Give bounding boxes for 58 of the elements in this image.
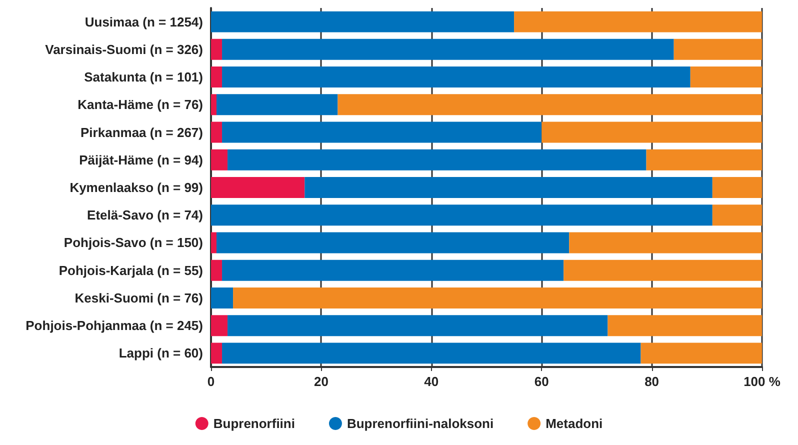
legend-label: Metadoni: [546, 416, 603, 431]
bar: [222, 342, 641, 364]
bar: [228, 149, 646, 170]
bar: [569, 232, 762, 254]
x-tick-label: 0: [207, 374, 215, 389]
bar: [216, 232, 570, 254]
bar: [211, 287, 234, 308]
bar: [211, 177, 305, 198]
bar: [211, 94, 217, 116]
y-tick-label: Uusimaa (n = 1254): [84, 14, 203, 30]
bar: [222, 66, 690, 88]
y-tick-label: Kymenlaakso (n = 99): [70, 180, 203, 195]
bar: [608, 315, 762, 336]
bar: [211, 38, 222, 60]
bar: [211, 66, 222, 88]
bar: [211, 315, 228, 336]
bar: [211, 204, 712, 226]
legend-label: Buprenorfiini-naloksoni: [346, 416, 494, 431]
bar: [211, 122, 222, 143]
bar: [542, 122, 762, 143]
x-tick-label: 100 %: [744, 374, 781, 389]
bar: [514, 11, 762, 32]
bar: [222, 122, 542, 143]
bar: [228, 315, 608, 336]
y-tick-label: Päijät-Häme (n = 94): [79, 152, 203, 168]
bar: [211, 149, 228, 170]
bar: [211, 342, 222, 364]
x-tick-label: 60: [534, 374, 549, 389]
y-tick-label: Lappi (n = 60): [118, 346, 203, 361]
y-tick-label: Etelä-Savo (n = 74): [87, 208, 203, 223]
y-tick-label: Pohjois-Pohjanmaa (n = 245): [26, 318, 203, 334]
y-tick-label: Pohjois-Savo (n = 150): [64, 235, 203, 250]
y-tick-label: Keski-Suomi (n = 76): [74, 290, 203, 306]
x-tick-label: 20: [314, 374, 328, 389]
x-tick-label: 80: [644, 374, 660, 389]
y-tick-label: Pirkanmaa (n = 267): [80, 124, 203, 140]
bar: [338, 94, 762, 116]
bar: [233, 287, 762, 308]
bar: [211, 232, 217, 254]
bar: [216, 94, 338, 116]
bar: [211, 11, 514, 32]
bar: [640, 342, 762, 364]
legend-label: Buprenorfiini: [213, 416, 295, 431]
y-tick-label: Varsinais-Suomi (n = 326): [45, 42, 203, 57]
bar: [690, 66, 762, 88]
bar: [712, 204, 762, 226]
bar: [646, 149, 762, 170]
bar: [712, 177, 762, 198]
bar: [304, 177, 712, 198]
bar: [674, 38, 762, 60]
y-tick-label: Pohjois-Karjala (n = 55): [58, 262, 203, 278]
x-tick-label: 40: [424, 374, 439, 389]
y-tick-label: Satakunta (n = 101): [84, 70, 203, 85]
y-tick-label: Kanta-Häme (n = 76): [78, 97, 203, 112]
bar: [222, 38, 674, 60]
bar: [211, 260, 222, 281]
bar: [564, 260, 762, 281]
bar: [222, 260, 564, 281]
